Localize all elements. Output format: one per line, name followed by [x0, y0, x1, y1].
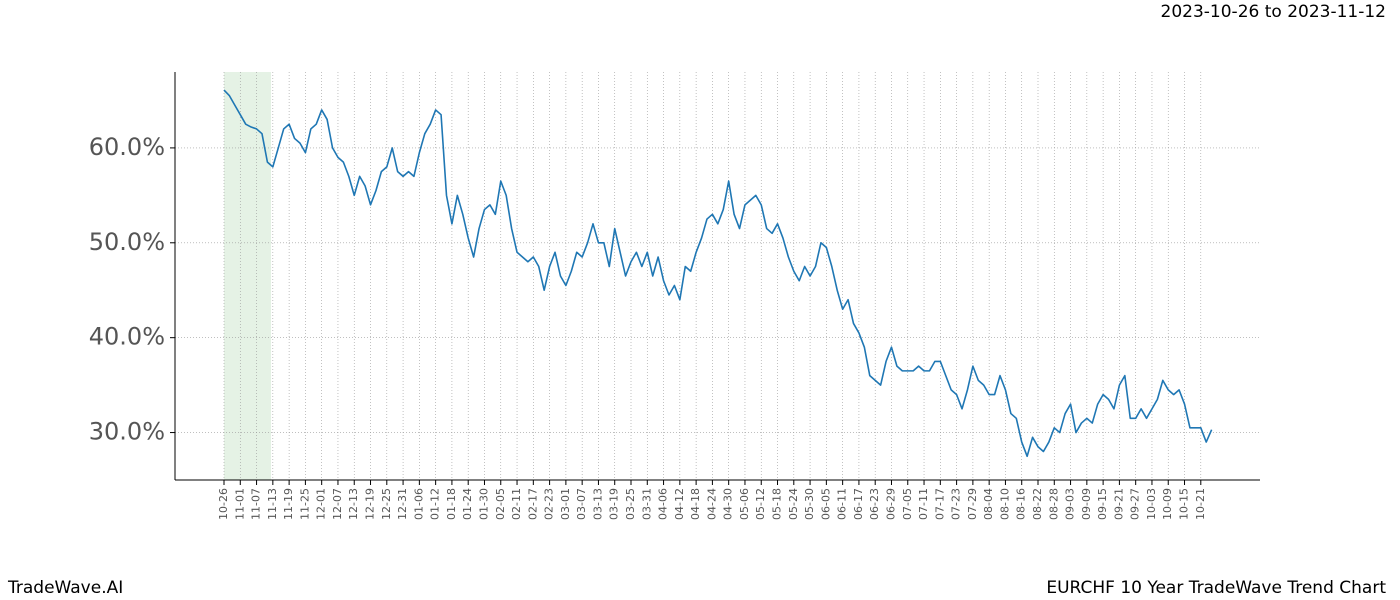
x-tick-label: 08-04: [982, 488, 995, 520]
x-tick-label: 02-23: [543, 488, 556, 520]
x-tick-label: 02-11: [510, 488, 523, 520]
x-tick-label: 01-24: [461, 488, 474, 520]
x-tick-label: 05-24: [787, 488, 800, 520]
x-tick-label: 01-06: [412, 488, 425, 520]
x-tick-label: 10-03: [1145, 488, 1158, 520]
x-tick-label: 05-18: [771, 488, 784, 520]
x-tick-label: 08-22: [1031, 488, 1044, 520]
x-tick-label: 06-05: [819, 488, 832, 520]
x-tick-label: 06-29: [884, 488, 897, 520]
date-range: 2023-10-26 to 2023-11-12: [1161, 2, 1386, 22]
plot: [223, 89, 1213, 458]
x-tick-label: 09-09: [1080, 488, 1093, 520]
grid: [175, 72, 1260, 480]
x-tick-label: 01-18: [445, 488, 458, 520]
x-tick-label: 07-17: [933, 488, 946, 520]
x-tick-label: 08-16: [1015, 488, 1028, 520]
x-tick-label: 05-30: [803, 488, 816, 520]
x-tick-label: 04-06: [657, 488, 670, 520]
chart-title: EURCHF 10 Year TradeWave Trend Chart: [1046, 578, 1386, 598]
x-tick-label: 03-01: [559, 488, 572, 520]
x-tick-label: 05-06: [738, 488, 751, 520]
x-tick-label: 08-28: [1047, 488, 1060, 520]
x-tick-label: 11-19: [282, 488, 295, 520]
x-tick-label: 12-13: [347, 488, 360, 520]
x-tick-label: 11-01: [233, 488, 246, 520]
x-tick-label: 11-25: [298, 488, 311, 520]
x-tick-label: 02-05: [494, 488, 507, 520]
x-tick-label: 01-30: [477, 488, 490, 520]
x-tick-label: 06-23: [868, 488, 881, 520]
highlight-range: [224, 72, 271, 480]
x-tick-label: 03-25: [624, 488, 637, 520]
x-tick-label: 02-17: [526, 488, 539, 520]
x-tick-label: 03-07: [575, 488, 588, 520]
x-tick-label: 10-21: [1194, 488, 1207, 520]
x-tick-label: 08-10: [998, 488, 1011, 520]
x-tick-label: 10-26: [217, 488, 230, 520]
x-tick-label: 10-09: [1161, 488, 1174, 520]
x-tick-label: 03-19: [608, 488, 621, 520]
x-tick-label: 03-13: [591, 488, 604, 520]
x-tick-label: 11-07: [250, 488, 263, 520]
x-tick-label: 06-11: [836, 488, 849, 520]
x-tick-label: 07-11: [917, 488, 930, 520]
y-tick-label: 40.0%: [89, 323, 165, 351]
x-tick-label: 03-31: [640, 488, 653, 520]
x-tick-label: 11-13: [266, 488, 279, 520]
x-tick-label: 07-05: [901, 488, 914, 520]
x-tick-label: 07-29: [966, 488, 979, 520]
brand: TradeWave.AI: [7, 578, 123, 598]
trend-line: [223, 89, 1213, 458]
x-tick-label: 04-30: [722, 488, 735, 520]
x-tick-label: 09-15: [1096, 488, 1109, 520]
x-tick-label: 06-17: [852, 488, 865, 520]
x-tick-label: 09-21: [1112, 488, 1125, 520]
x-tick-label: 04-24: [705, 488, 718, 520]
x-tick-label: 12-31: [396, 488, 409, 520]
y-tick-label: 30.0%: [89, 418, 165, 446]
x-tick-label: 05-12: [754, 488, 767, 520]
y-tick-label: 60.0%: [89, 133, 165, 161]
x-tick-label: 04-18: [689, 488, 702, 520]
x-tick-label: 09-03: [1064, 488, 1077, 520]
x-tick-label: 07-23: [950, 488, 963, 520]
x-tick-label: 01-12: [429, 488, 442, 520]
x-tick-label: 12-07: [331, 488, 344, 520]
x-tick-label: 10-15: [1178, 488, 1191, 520]
x-tick-label: 12-01: [315, 488, 328, 520]
x-tick-label: 12-25: [380, 488, 393, 520]
x-tick-label: 09-27: [1129, 488, 1142, 520]
y-tick-label: 50.0%: [89, 228, 165, 256]
x-tick-label: 04-12: [673, 488, 686, 520]
x-tick-label: 12-19: [364, 488, 377, 520]
